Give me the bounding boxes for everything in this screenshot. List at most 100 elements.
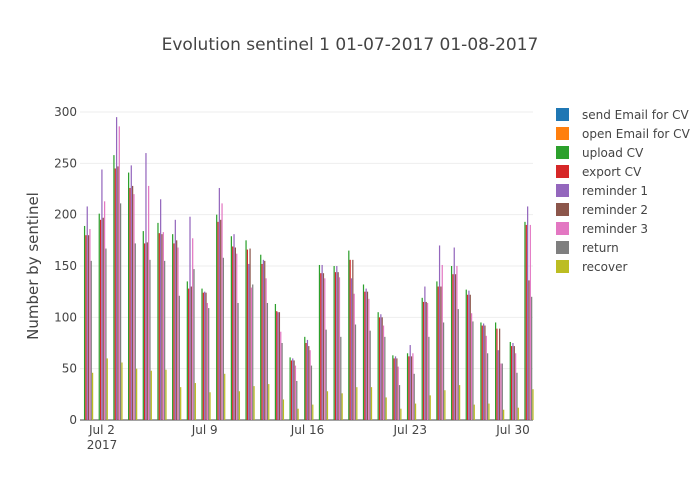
bar[interactable]: [120, 203, 122, 420]
bar[interactable]: [321, 264, 323, 420]
bar[interactable]: [485, 335, 487, 420]
bar[interactable]: [377, 312, 379, 420]
bar[interactable]: [209, 392, 211, 420]
bar[interactable]: [238, 391, 241, 420]
bar[interactable]: [232, 246, 234, 420]
bar[interactable]: [424, 286, 426, 420]
bar[interactable]: [531, 296, 533, 420]
bar[interactable]: [349, 259, 351, 420]
bar[interactable]: [450, 266, 453, 420]
bar[interactable]: [370, 387, 373, 420]
bar[interactable]: [87, 235, 90, 420]
bar[interactable]: [382, 325, 385, 420]
bar[interactable]: [186, 281, 188, 420]
bar[interactable]: [452, 274, 454, 420]
bar[interactable]: [368, 298, 370, 420]
bar[interactable]: [306, 339, 309, 420]
bar[interactable]: [397, 366, 399, 420]
bar[interactable]: [192, 238, 194, 420]
bar[interactable]: [85, 235, 87, 420]
bar[interactable]: [158, 233, 160, 420]
bar[interactable]: [145, 153, 147, 420]
bar[interactable]: [453, 247, 455, 420]
bar[interactable]: [177, 247, 179, 420]
bar[interactable]: [246, 249, 248, 420]
bar[interactable]: [176, 240, 178, 420]
bar[interactable]: [292, 358, 294, 420]
legend-item[interactable]: return: [556, 241, 619, 255]
bar[interactable]: [252, 284, 254, 420]
bar[interactable]: [325, 329, 327, 420]
bar[interactable]: [293, 360, 295, 420]
legend-item[interactable]: reminder 3: [556, 222, 648, 236]
bar[interactable]: [322, 273, 325, 420]
bar[interactable]: [341, 393, 343, 420]
bar[interactable]: [426, 302, 429, 420]
bar[interactable]: [113, 155, 115, 420]
bar[interactable]: [381, 317, 383, 420]
bar[interactable]: [90, 260, 92, 420]
bar[interactable]: [102, 217, 104, 420]
bar[interactable]: [352, 259, 354, 420]
bar[interactable]: [178, 295, 180, 420]
bar[interactable]: [290, 360, 293, 420]
bar[interactable]: [278, 312, 281, 420]
bar[interactable]: [248, 263, 250, 420]
bar[interactable]: [220, 219, 222, 420]
legend-item[interactable]: send Email for CV: [556, 108, 689, 122]
bar[interactable]: [114, 168, 116, 420]
bar[interactable]: [366, 291, 369, 420]
bar[interactable]: [354, 324, 357, 420]
bar[interactable]: [527, 206, 529, 420]
bar[interactable]: [296, 380, 298, 420]
bar[interactable]: [394, 356, 397, 420]
bar[interactable]: [130, 165, 132, 420]
bar[interactable]: [429, 395, 431, 420]
bar[interactable]: [380, 314, 382, 420]
bar[interactable]: [406, 353, 409, 420]
bar[interactable]: [144, 243, 146, 420]
bar[interactable]: [173, 243, 175, 420]
bar[interactable]: [261, 263, 263, 420]
bar[interactable]: [469, 294, 471, 420]
bar[interactable]: [99, 219, 102, 420]
bar[interactable]: [297, 408, 299, 420]
bar[interactable]: [148, 185, 150, 420]
bar[interactable]: [422, 301, 425, 420]
bar[interactable]: [413, 373, 415, 420]
bar[interactable]: [201, 288, 203, 420]
bar[interactable]: [350, 278, 353, 420]
bar[interactable]: [101, 169, 103, 420]
bar[interactable]: [473, 404, 475, 420]
bar[interactable]: [364, 291, 366, 420]
bar[interactable]: [174, 219, 176, 420]
bar[interactable]: [118, 126, 120, 421]
bar[interactable]: [86, 206, 88, 420]
bar[interactable]: [425, 301, 427, 420]
bar[interactable]: [266, 302, 269, 420]
bar[interactable]: [378, 317, 381, 420]
bar[interactable]: [250, 287, 253, 420]
bar[interactable]: [512, 343, 514, 420]
bar[interactable]: [193, 269, 195, 420]
bar[interactable]: [408, 356, 410, 420]
bar[interactable]: [497, 350, 499, 420]
bar[interactable]: [421, 297, 423, 420]
bar[interactable]: [202, 292, 204, 420]
bar[interactable]: [149, 259, 151, 420]
bar[interactable]: [189, 216, 191, 420]
bar[interactable]: [392, 355, 394, 420]
bar[interactable]: [194, 383, 196, 420]
bar[interactable]: [264, 260, 266, 420]
bar[interactable]: [309, 350, 311, 420]
bar[interactable]: [106, 358, 108, 420]
bar[interactable]: [326, 391, 329, 420]
bar[interactable]: [528, 280, 530, 420]
bar[interactable]: [524, 221, 526, 420]
bar[interactable]: [217, 221, 219, 420]
bar[interactable]: [385, 397, 387, 420]
bar[interactable]: [348, 250, 350, 420]
bar[interactable]: [482, 323, 485, 420]
bar[interactable]: [161, 234, 163, 420]
bar[interactable]: [265, 278, 267, 420]
